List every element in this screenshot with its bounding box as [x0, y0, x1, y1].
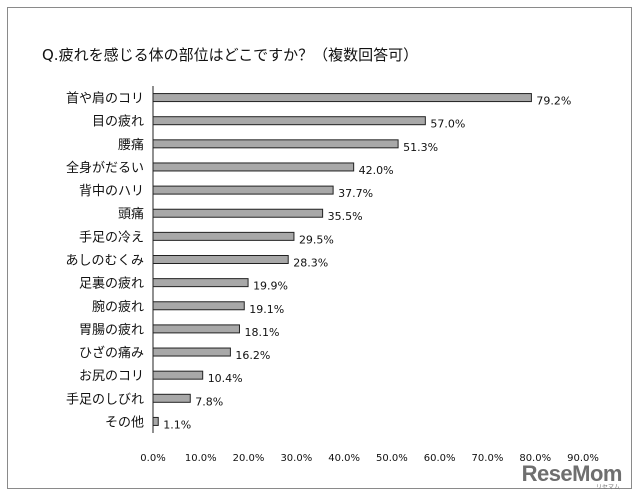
- value-label: 29.5%: [299, 233, 334, 246]
- bar: [152, 278, 249, 288]
- value-label: 19.9%: [253, 280, 288, 293]
- category-label: 目の疲れ: [92, 114, 144, 130]
- x-tick-label: 60.0%: [424, 453, 456, 464]
- value-label: 16.2%: [235, 349, 270, 362]
- value-label: 57.0%: [430, 118, 465, 131]
- x-tick-label: 90.0%: [567, 453, 599, 464]
- x-tick-label: 20.0%: [233, 453, 265, 464]
- x-tick-label: 0.0%: [140, 453, 165, 464]
- value-label: 79.2%: [536, 95, 571, 108]
- category-label: 足裏の疲れ: [79, 276, 144, 292]
- category-label: あしのむくみ: [65, 254, 144, 269]
- bar: [152, 347, 231, 357]
- value-label: 35.5%: [328, 210, 363, 223]
- category-label: 全身がだるい: [66, 160, 144, 176]
- x-tick-label: 30.0%: [280, 453, 312, 464]
- resemom-logo-subtext: リセマム: [595, 484, 620, 491]
- x-tick-label: 10.0%: [185, 453, 217, 464]
- bar: [152, 162, 355, 172]
- category-label: 胃腸の疲れ: [79, 322, 144, 338]
- category-label: 手足のしびれ: [66, 392, 144, 407]
- bar: [152, 116, 426, 126]
- category-label: 頭痛: [118, 206, 144, 222]
- x-tick-label: 70.0%: [472, 453, 504, 464]
- category-label: 首や肩のコリ: [66, 91, 144, 107]
- bar: [152, 393, 191, 403]
- bar: [152, 255, 289, 264]
- bar: [152, 93, 532, 103]
- bar: [152, 231, 295, 241]
- x-tick-label: 50.0%: [376, 453, 408, 464]
- x-tick-label: 80.0%: [519, 453, 551, 464]
- bar: [152, 185, 334, 195]
- category-label: 背中のハリ: [79, 184, 144, 199]
- value-label: 18.1%: [244, 326, 279, 339]
- x-tick-label: 40.0%: [328, 453, 360, 464]
- value-label: 42.0%: [359, 164, 394, 177]
- category-label: 手足の冷え: [79, 230, 144, 245]
- value-label: 37.7%: [338, 187, 373, 200]
- resemom-logo: ReseMom: [521, 461, 623, 486]
- value-label: 28.3%: [293, 257, 328, 270]
- bar: [152, 370, 204, 380]
- bar: [152, 208, 324, 218]
- value-label: 7.8%: [195, 395, 223, 408]
- value-label: 1.1%: [163, 418, 191, 431]
- value-label: 51.3%: [403, 141, 438, 154]
- category-label: 腕の疲れ: [92, 299, 144, 315]
- category-label: その他: [105, 415, 144, 430]
- category-label: お尻のコリ: [79, 369, 144, 384]
- category-label: ひざの痛み: [79, 345, 144, 361]
- value-label: 10.4%: [208, 372, 243, 385]
- bar: [152, 324, 240, 334]
- chart-title: Q.疲れを感じる体の部位はどこですか？（複数回答可）: [42, 46, 419, 64]
- bar: [152, 139, 399, 149]
- category-label: 腰痛: [118, 137, 144, 153]
- bar: [152, 301, 245, 311]
- value-label: 19.1%: [249, 303, 284, 316]
- bar: [152, 416, 159, 426]
- chart-frame: [7, 7, 632, 489]
